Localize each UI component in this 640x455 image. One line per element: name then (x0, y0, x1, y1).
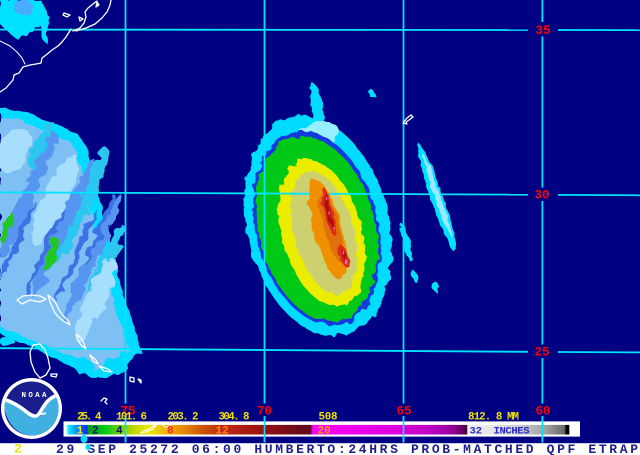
svg-text:INCHES: INCHES (494, 425, 530, 437)
svg-text:2: 2 (92, 425, 99, 437)
svg-text:20: 20 (318, 425, 331, 437)
svg-text:70: 70 (257, 405, 272, 419)
svg-text:35: 35 (536, 24, 551, 38)
svg-text:60: 60 (536, 405, 551, 419)
svg-text:32: 32 (470, 425, 483, 437)
svg-text:30: 30 (535, 189, 550, 203)
svg-text:2: 2 (14, 442, 22, 455)
svg-text:NOAA: NOAA (22, 392, 47, 400)
svg-text:508: 508 (319, 412, 338, 424)
svg-text:65: 65 (397, 405, 412, 419)
svg-text:812. 8 MM: 812. 8 MM (468, 412, 519, 424)
svg-text:25: 25 (535, 346, 550, 360)
svg-text:203. 2: 203. 2 (168, 412, 199, 424)
svg-text:25. 4: 25. 4 (77, 412, 102, 424)
svg-text:8: 8 (167, 425, 174, 437)
svg-text:304. 8: 304. 8 (219, 412, 250, 424)
svg-text:1: 1 (77, 425, 84, 437)
svg-text:75: 75 (121, 405, 136, 419)
svg-text:101. 6: 101. 6 (116, 412, 147, 424)
svg-text:12: 12 (216, 425, 229, 437)
svg-text:4: 4 (116, 425, 123, 437)
